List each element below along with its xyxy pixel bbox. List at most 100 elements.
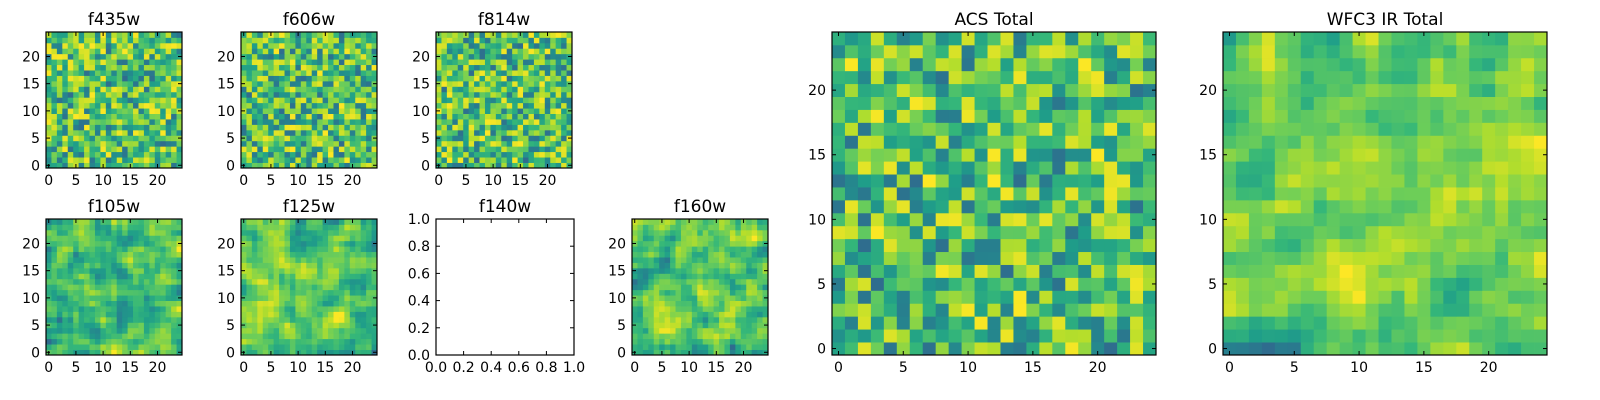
y-tick-label: 5 bbox=[617, 318, 626, 334]
heatmap-cell bbox=[632, 284, 638, 291]
heatmap-cell bbox=[133, 311, 139, 318]
heatmap-cell bbox=[566, 64, 573, 71]
heatmap-cell bbox=[344, 322, 351, 329]
heatmap-cell bbox=[295, 108, 302, 114]
heatmap-cell bbox=[366, 267, 372, 274]
heatmap-cell bbox=[751, 289, 758, 296]
heatmap-cell bbox=[484, 135, 491, 142]
heatmap-cell bbox=[987, 238, 1001, 253]
heatmap-cell bbox=[273, 229, 280, 236]
heatmap-cell bbox=[149, 300, 156, 307]
heatmap-cell bbox=[338, 295, 345, 301]
heatmap-cell bbox=[251, 338, 258, 345]
y-tick-label: 20 bbox=[217, 49, 235, 65]
heatmap-cell bbox=[138, 32, 145, 38]
heatmap-cell bbox=[73, 70, 80, 76]
heatmap-cell bbox=[295, 97, 302, 104]
heatmap-cell bbox=[436, 102, 442, 109]
heatmap-cell bbox=[295, 322, 302, 329]
heatmap-cell bbox=[246, 129, 253, 136]
heatmap-cell bbox=[495, 119, 502, 125]
heatmap-cell bbox=[632, 338, 638, 345]
heatmap-cell bbox=[344, 102, 351, 109]
heatmap-cell bbox=[273, 295, 280, 301]
heatmap-cell bbox=[154, 284, 161, 291]
heatmap-cell bbox=[73, 37, 80, 44]
heatmap-cell bbox=[632, 229, 638, 236]
heatmap-cell bbox=[544, 37, 551, 44]
heatmap-cell bbox=[89, 278, 96, 285]
heatmap-cell bbox=[719, 267, 725, 274]
heatmap-cell bbox=[338, 113, 345, 120]
heatmap-cell bbox=[1326, 212, 1341, 227]
heatmap-cell bbox=[355, 119, 362, 125]
heatmap-cell bbox=[67, 273, 74, 280]
heatmap-cell bbox=[1091, 225, 1105, 240]
heatmap-cell bbox=[127, 108, 134, 114]
heatmap-cell bbox=[501, 70, 508, 76]
heatmap-cell bbox=[857, 44, 872, 59]
heatmap-cell bbox=[366, 53, 372, 60]
heatmap-cell bbox=[1443, 174, 1457, 188]
heatmap-cell bbox=[670, 262, 676, 269]
heatmap-cell bbox=[1104, 122, 1118, 136]
heatmap-cell bbox=[371, 235, 378, 242]
heatmap-cell bbox=[637, 284, 644, 291]
heatmap-cell bbox=[279, 229, 285, 236]
heatmap-cell bbox=[468, 64, 475, 71]
heatmap-cell bbox=[284, 251, 291, 258]
heatmap-cell bbox=[1013, 187, 1027, 201]
heatmap-cell bbox=[89, 37, 96, 44]
heatmap-cell bbox=[306, 322, 313, 329]
heatmap-cell bbox=[948, 174, 962, 188]
heatmap-cell bbox=[484, 108, 491, 114]
heatmap-cell bbox=[637, 235, 644, 242]
heatmap-cell bbox=[111, 295, 118, 301]
heatmap-cell bbox=[89, 289, 96, 296]
heatmap-cell bbox=[349, 135, 356, 142]
heatmap-cell bbox=[138, 257, 145, 263]
heatmap-cell bbox=[100, 108, 107, 114]
heatmap-cell bbox=[349, 129, 356, 136]
heatmap-cell bbox=[832, 303, 846, 317]
heatmap-cell bbox=[73, 124, 80, 131]
heatmap-cell bbox=[100, 235, 107, 242]
heatmap-cell bbox=[94, 229, 101, 236]
heatmap-cell bbox=[719, 246, 725, 253]
heatmap-cell bbox=[262, 246, 269, 253]
heatmap-cell bbox=[143, 278, 150, 285]
heatmap-cell bbox=[84, 59, 90, 66]
heatmap-cell bbox=[463, 86, 470, 93]
heatmap-cell bbox=[273, 59, 280, 66]
heatmap-cell bbox=[474, 135, 480, 142]
x-tick-label: 0 bbox=[239, 360, 248, 376]
heatmap-cell bbox=[490, 119, 497, 125]
heatmap-cell bbox=[517, 91, 524, 98]
heatmap-cell bbox=[1104, 187, 1118, 201]
heatmap-cell bbox=[1143, 329, 1157, 343]
heatmap-cell bbox=[89, 42, 96, 49]
heatmap-cell bbox=[62, 32, 69, 38]
heatmap-cell bbox=[686, 240, 693, 247]
heatmap-cell bbox=[268, 113, 275, 120]
heatmap-cell bbox=[713, 316, 720, 323]
heatmap-cell bbox=[632, 289, 638, 296]
heatmap-cell bbox=[1274, 199, 1289, 214]
heatmap-cell bbox=[1130, 109, 1144, 123]
heatmap-cell bbox=[138, 146, 145, 153]
heatmap-cell bbox=[89, 295, 96, 301]
heatmap-cell bbox=[122, 108, 128, 114]
heatmap-cell bbox=[1000, 187, 1014, 201]
heatmap-cell bbox=[133, 246, 139, 253]
heatmap-cell bbox=[1013, 199, 1027, 214]
heatmap-cell bbox=[697, 306, 704, 312]
heatmap-cell bbox=[311, 235, 318, 242]
heatmap-cell bbox=[322, 273, 329, 280]
heatmap-cell bbox=[105, 91, 112, 98]
heatmap-cell bbox=[1065, 32, 1079, 46]
heatmap-cell bbox=[333, 278, 340, 285]
heatmap-cell bbox=[1339, 225, 1353, 240]
heatmap-cell bbox=[349, 257, 356, 263]
heatmap-cell bbox=[366, 257, 372, 263]
heatmap-cell bbox=[1026, 109, 1040, 123]
